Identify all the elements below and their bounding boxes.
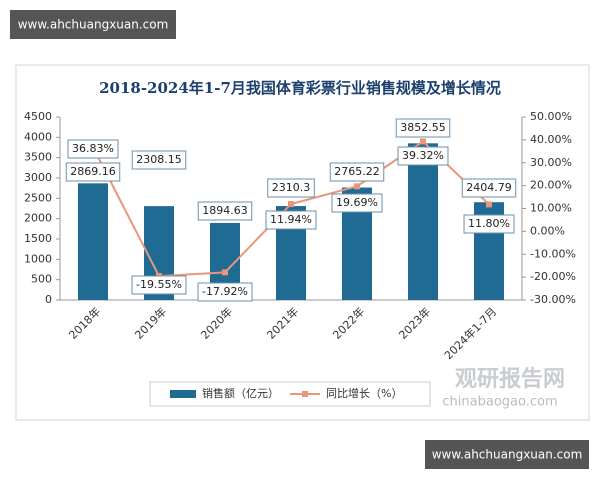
line-marker xyxy=(486,201,492,208)
y-tick-label: 1500 xyxy=(24,232,52,245)
y2-tick-label: 0.00% xyxy=(530,224,565,237)
data-label-box xyxy=(331,193,383,213)
watermark: www.ahchuangxuan.com xyxy=(432,448,583,462)
line-marker xyxy=(420,138,426,145)
data-label-box xyxy=(463,214,515,234)
watermark: 观研报告网 xyxy=(455,367,565,392)
line-marker xyxy=(288,201,294,208)
watermark-box xyxy=(425,440,589,469)
data-label-box xyxy=(67,139,119,159)
data-label-box xyxy=(197,201,253,221)
watermark: chinabaogao.com xyxy=(442,395,557,410)
y2-tick-label: -10.00% xyxy=(530,247,576,260)
y-tick-label: 0 xyxy=(45,293,52,306)
y2-tick-label: 40.00% xyxy=(530,133,572,146)
y-tick-label: 4000 xyxy=(24,130,52,143)
y-tick-label: 2000 xyxy=(24,212,52,225)
data-label: 39.32% xyxy=(402,149,444,162)
data-label: 3852.55 xyxy=(400,121,446,134)
line-marker xyxy=(354,183,360,190)
data-label: -19.55% xyxy=(136,278,182,291)
legend-swatch xyxy=(302,391,308,397)
data-label-box xyxy=(397,146,449,166)
data-label: 19.69% xyxy=(336,196,378,209)
y2-tick-label: 20.00% xyxy=(530,179,572,192)
data-label: 11.80% xyxy=(468,217,510,230)
y-tick-label: 3500 xyxy=(24,151,52,164)
data-label: 2765.22 xyxy=(334,165,380,178)
y-tick-label: 1000 xyxy=(24,252,52,265)
data-label-box xyxy=(131,275,187,295)
y2-tick-label: -20.00% xyxy=(530,270,576,283)
data-label-box xyxy=(65,162,121,182)
bar xyxy=(408,143,438,300)
chart-title: 2018-2024年1-7月我国体育彩票行业销售规模及增长情况 xyxy=(99,79,501,97)
data-label: 2308.15 xyxy=(136,153,182,166)
data-label-box xyxy=(329,162,385,182)
legend-swatch xyxy=(170,390,196,398)
y2-tick-label: 10.00% xyxy=(530,202,572,215)
data-label: 11.94% xyxy=(270,213,312,226)
watermark: www.ahchuangxuan.com xyxy=(18,18,169,32)
legend-label: 同比增长（%） xyxy=(326,386,402,400)
y-tick-label: 500 xyxy=(31,273,52,286)
data-label: 2869.16 xyxy=(70,165,116,178)
data-label-box xyxy=(131,150,187,170)
watermark-box xyxy=(10,10,176,39)
legend-label: 销售额（亿元） xyxy=(202,386,279,400)
data-label: 2404.79 xyxy=(466,181,512,194)
data-label-box xyxy=(265,210,317,230)
y2-tick-label: 50.00% xyxy=(530,110,572,123)
y-tick-label: 3000 xyxy=(24,171,52,184)
y-tick-label: 2500 xyxy=(24,191,52,204)
y2-tick-label: 30.00% xyxy=(530,156,572,169)
data-label: 36.83% xyxy=(72,142,114,155)
data-label: 2310.3 xyxy=(272,181,311,194)
data-label-box xyxy=(461,178,517,198)
data-label-box xyxy=(395,118,451,138)
bar xyxy=(78,183,108,300)
data-label-box xyxy=(197,282,253,302)
data-label-box xyxy=(267,178,315,198)
data-label: 1894.63 xyxy=(202,204,248,217)
y-tick-label: 4500 xyxy=(24,110,52,123)
y2-tick-label: -30.00% xyxy=(530,293,576,306)
data-label: -17.92% xyxy=(202,285,248,298)
line-marker xyxy=(222,269,228,276)
